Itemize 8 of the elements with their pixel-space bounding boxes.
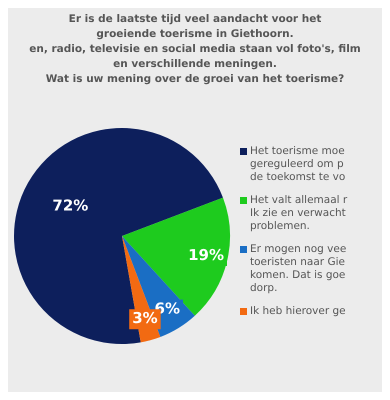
legend-label: Er mogen nog vee toeristen naar Gie komen. Dat is goe dorp. xyxy=(250,242,346,294)
legend-label: Het toerisme moe gereguleerd om p de toekomst te vo xyxy=(250,144,346,184)
legend-label: Het valt allemaal r Ik zie en verwacht problemen. xyxy=(250,194,348,232)
legend-label: Ik heb hierover ge xyxy=(250,304,346,318)
data-label: 19% xyxy=(188,246,224,264)
data-label: 3% xyxy=(132,309,158,328)
data-label: 72% xyxy=(52,196,88,215)
chart-title: Er is de laatste tijd veel aandacht voor het groeiende toerisme in Giethoorn. en, radio, televisie en social media staan vol foto's, film en verschillende meningen. Wat is uw mening over de groei van het toerisme? xyxy=(28,12,362,87)
